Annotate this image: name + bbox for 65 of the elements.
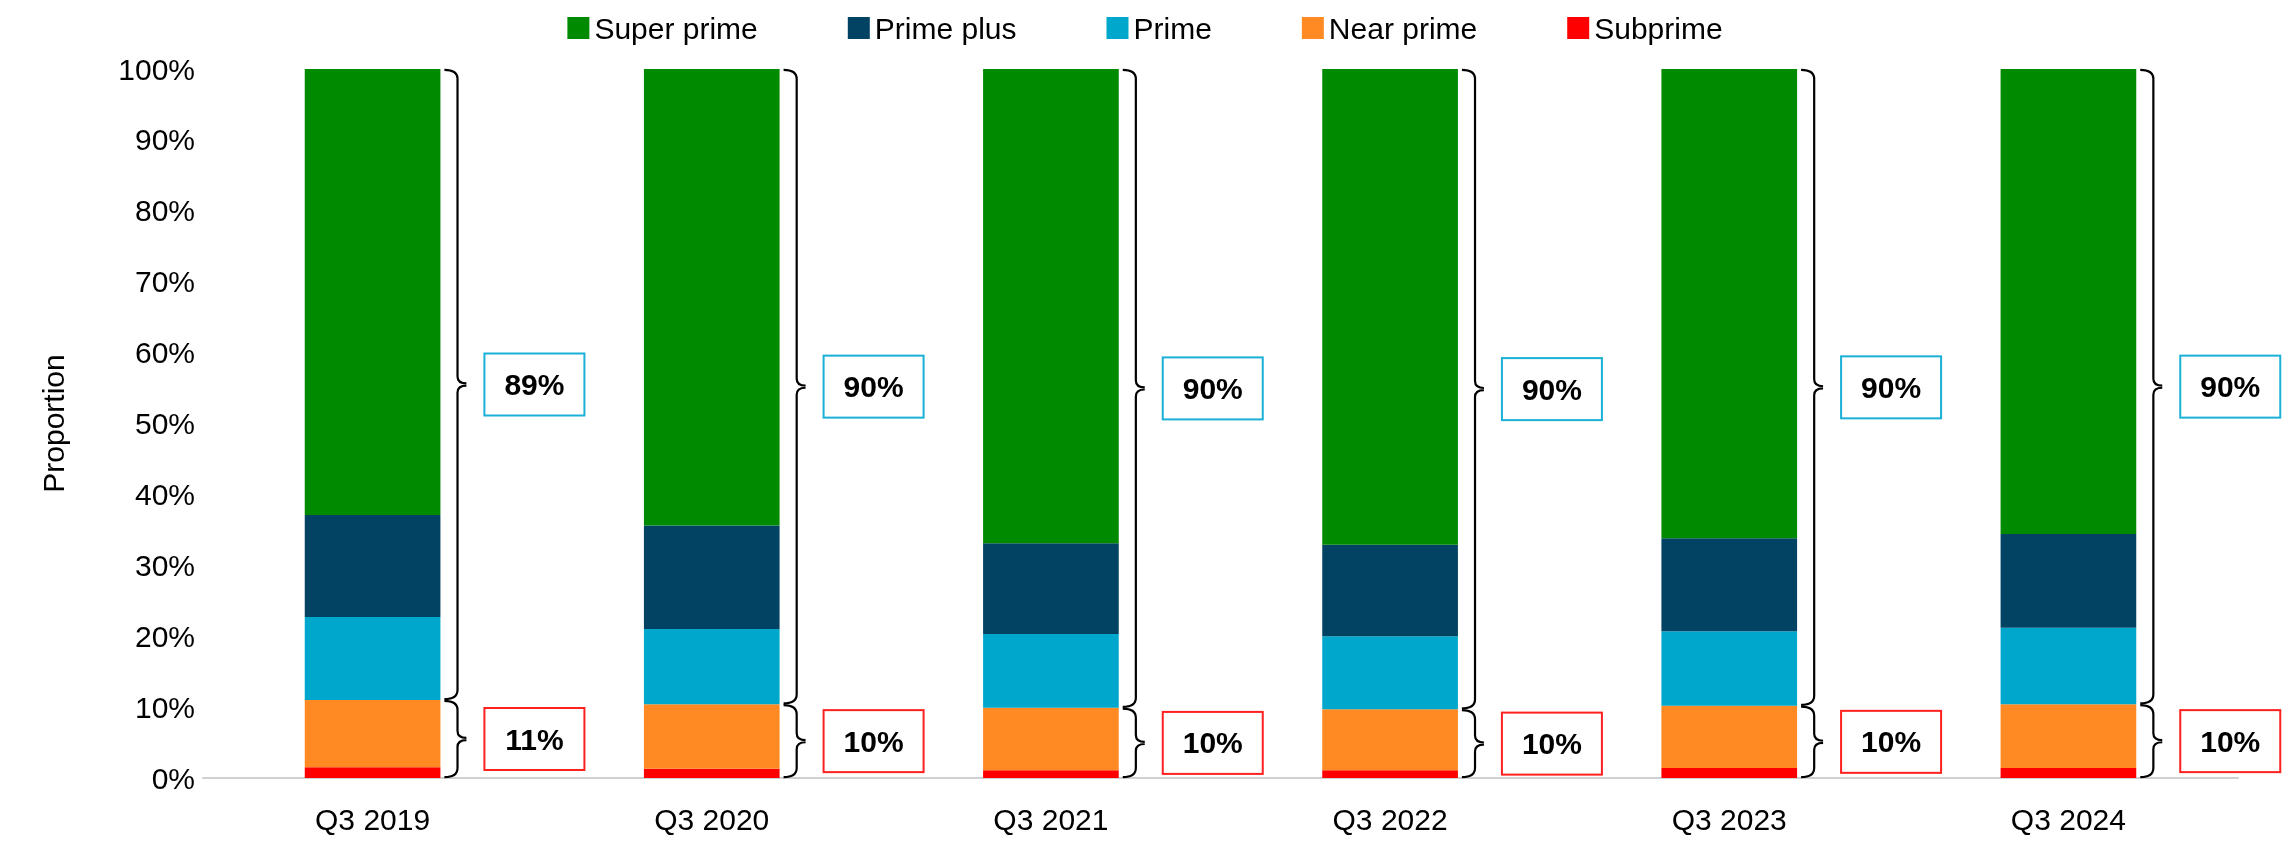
annotation: 10% — [1521, 727, 1582, 761]
bar — [983, 707, 1119, 771]
bar — [304, 69, 441, 515]
legend-label: Subprime — [1594, 11, 1723, 45]
bar — [1661, 768, 1798, 778]
bar — [643, 704, 780, 769]
annotation: 10% — [1182, 726, 1243, 760]
y-tick-label: 100% — [118, 52, 195, 86]
legend-label: Prime — [1133, 11, 1212, 45]
x-tick-label: Q3 2019 — [315, 802, 431, 836]
y-tick-label: 10% — [134, 690, 195, 724]
annotation: 10% — [843, 724, 904, 758]
bar — [1661, 705, 1798, 769]
y-tick-label: 30% — [134, 548, 195, 582]
bar — [1661, 538, 1798, 632]
x-tick-label: Q3 2021 — [993, 802, 1109, 836]
bar — [2000, 627, 2137, 705]
bar — [1322, 69, 1458, 545]
bar — [304, 514, 441, 618]
bar — [2000, 534, 2137, 628]
legend-label: Super prime — [594, 11, 758, 45]
bar — [2000, 69, 2137, 535]
annotation: 90% — [843, 370, 904, 404]
legend-label: Near prime — [1328, 11, 1478, 45]
bar — [983, 69, 1119, 544]
annotation: 90% — [2200, 370, 2261, 404]
y-tick-label: 80% — [134, 194, 195, 228]
x-tick-label: Q3 2022 — [1332, 802, 1448, 836]
bar — [304, 700, 441, 768]
bar — [2000, 704, 2137, 769]
annotation: 90% — [1521, 372, 1582, 406]
x-tick-label: Q3 2024 — [2010, 802, 2126, 836]
bar — [983, 634, 1119, 708]
bar — [2000, 768, 2137, 778]
y-tick-label: 0% — [151, 761, 195, 795]
annotation: 90% — [1182, 371, 1243, 405]
bar — [1661, 631, 1798, 706]
y-tick-label: 70% — [134, 265, 195, 299]
x-tick-label: Q3 2023 — [1671, 802, 1787, 836]
bar — [304, 617, 441, 701]
annotation: 10% — [2200, 724, 2261, 758]
annotation: 89% — [504, 368, 565, 402]
bar — [983, 543, 1119, 635]
bar — [643, 525, 780, 630]
y-tick-label: 50% — [134, 407, 195, 440]
legend-label: Prime plus — [874, 11, 1017, 45]
bar — [643, 768, 780, 778]
bar — [1322, 770, 1458, 778]
bar — [1322, 709, 1458, 771]
annotation: 90% — [1861, 370, 1922, 404]
bar — [643, 629, 780, 705]
bar — [1322, 636, 1458, 710]
y-tick-label: 40% — [134, 477, 195, 511]
y-axis-title: Proportion — [36, 354, 70, 493]
bar — [304, 767, 441, 778]
bar — [1661, 69, 1798, 539]
annotation: 10% — [1861, 725, 1922, 759]
y-tick-label: 60% — [134, 336, 195, 370]
x-tick-label: Q3 2020 — [654, 802, 770, 836]
bar — [983, 770, 1119, 778]
y-tick-label: 20% — [134, 619, 195, 653]
bar — [643, 69, 780, 526]
annotation: 11% — [505, 722, 564, 756]
bar — [1322, 544, 1458, 637]
y-tick-label: 90% — [134, 123, 195, 157]
